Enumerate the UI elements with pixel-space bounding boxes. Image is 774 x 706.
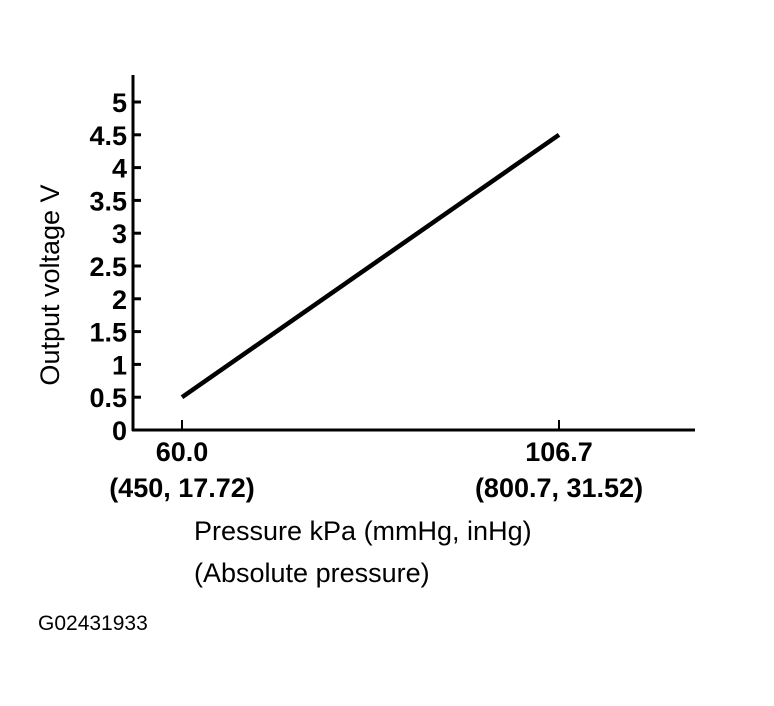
x-axis-sublabel: (Absolute pressure) [194,558,430,588]
figure-code: G02431933 [38,612,148,635]
voltage-line [180,132,561,400]
y-tick-label: 0.5 [89,383,127,413]
y-tick-label: 4.5 [89,121,127,151]
x-tick-label: 106.7 [525,437,593,467]
x-tick-sublabel: (800.7, 31.52) [475,473,643,503]
y-tick-label: 3 [112,219,127,249]
y-axis-label: Output voltage V [35,184,65,385]
x-tick-sublabel: (450, 17.72) [109,473,255,503]
y-tick-label: 3.5 [89,186,127,216]
x-axis-label: Pressure kPa (mmHg, inHg) [194,516,532,546]
y-tick-label: 1.5 [89,318,127,348]
y-tick-label: 0 [112,416,127,446]
y-tick-label: 2.5 [89,252,127,282]
y-tick-label: 5 [112,88,127,118]
y-tick-label: 2 [112,285,127,315]
x-tick-label: 60.0 [156,437,209,467]
y-tick-label: 1 [112,350,127,380]
y-tick-label: 4 [112,154,127,184]
